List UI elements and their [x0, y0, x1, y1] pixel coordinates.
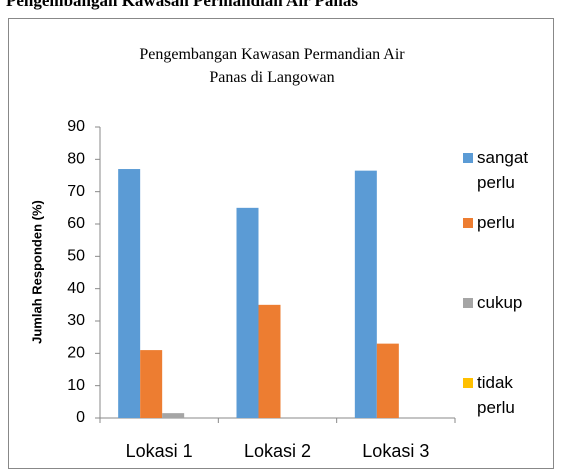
- y-tick-label: 60: [67, 215, 85, 232]
- legend-label: perlu: [477, 213, 515, 232]
- y-tick-label: 90: [67, 118, 85, 135]
- legend-swatch: [463, 378, 473, 388]
- y-tick-label: 70: [67, 183, 85, 200]
- bar: [140, 350, 163, 418]
- y-tick-label: 10: [67, 377, 85, 394]
- legend-label: sangat perlu: [477, 148, 529, 192]
- page-heading: Pengembangan Kawasan Permandian Air Pana…: [6, 0, 359, 10]
- x-tick-label: Lokasi 3: [362, 441, 429, 461]
- bar: [236, 207, 259, 418]
- bar: [118, 169, 141, 418]
- y-tick-label: 0: [76, 409, 85, 426]
- y-tick-label: 50: [67, 248, 85, 265]
- legend-swatch: [463, 218, 473, 228]
- y-tick-label: 20: [67, 345, 85, 362]
- legend-label: cukup: [477, 293, 523, 312]
- y-tick-label: 30: [67, 312, 85, 329]
- chart-frame: [8, 18, 554, 469]
- y-tick-label: 40: [67, 280, 85, 297]
- x-tick-label: Lokasi 2: [244, 441, 311, 461]
- chart-title: Pengembangan Kawasan Permandian Air Panas…: [139, 46, 405, 86]
- y-tick-label: 80: [67, 151, 85, 168]
- bar: [258, 304, 281, 418]
- x-tick-label: Lokasi 1: [126, 441, 193, 461]
- bar: [162, 413, 185, 418]
- legend-swatch: [463, 298, 473, 308]
- y-axis-label: Jumlah Responden (%): [29, 200, 44, 344]
- bar: [376, 343, 399, 418]
- legend-swatch: [463, 153, 473, 163]
- bar: [354, 170, 377, 418]
- legend-label: tidak perlu: [477, 373, 515, 417]
